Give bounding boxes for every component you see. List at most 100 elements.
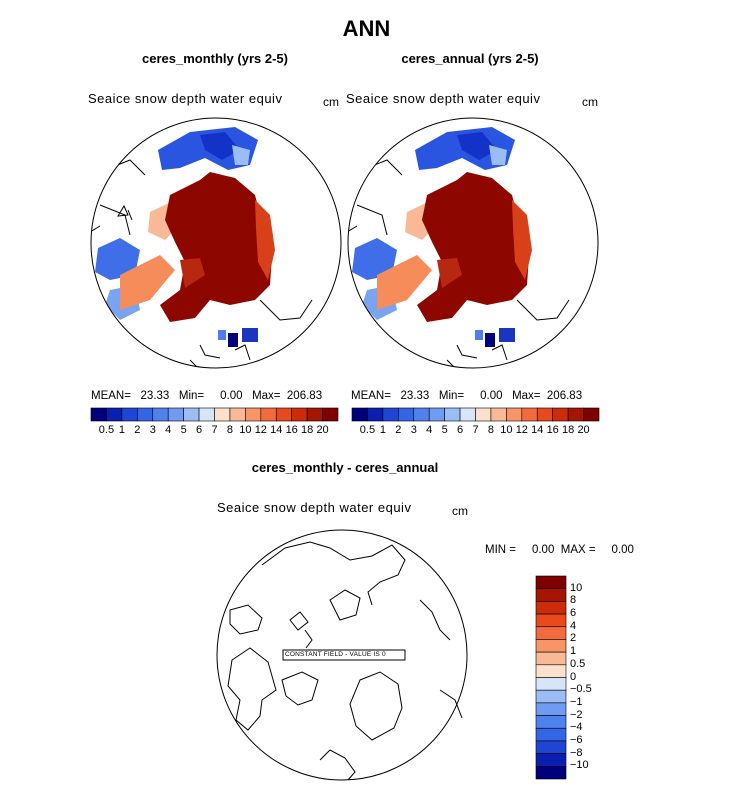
- colorbar-annual-tick-label: 12: [515, 424, 528, 436]
- colorbar-monthly-swatch: [322, 407, 339, 422]
- colorbar-difference-tick-label: 1: [570, 645, 577, 658]
- colorbar-monthly-swatch: [137, 407, 154, 422]
- colorbar-monthly-tick-label: 4: [165, 424, 172, 436]
- colorbar-monthly-tick-label: 2: [134, 424, 141, 436]
- map-border-annual: [347, 117, 599, 369]
- diff-stats: MIN = 0.00 MAX = 0.00: [485, 544, 634, 556]
- colorbar-annual-tick-label: 18: [562, 424, 575, 436]
- colorbar-monthly-tick-label: 20: [316, 424, 329, 436]
- colorbar-annual-swatch: [382, 407, 399, 422]
- colorbar-difference-tick-label: 10: [570, 581, 583, 594]
- diff-unit: cm: [452, 504, 468, 518]
- unit-monthly: cm: [323, 95, 339, 109]
- field-name-monthly: Seaice snow depth water equiv: [88, 91, 283, 106]
- unit-annual: cm: [582, 95, 598, 109]
- colorbar-monthly-swatch: [291, 407, 308, 422]
- colorbar-annual-tick-label: 4: [426, 424, 433, 436]
- map-monthly: [91, 127, 313, 368]
- colorbar-monthly-swatch: [183, 407, 200, 422]
- colorbar-monthly-swatch: [306, 407, 323, 422]
- stats-annual: MEAN= 23.33 Min= 0.00 Max= 206.83: [351, 390, 583, 402]
- constant-field-annotation: CONSTANT FIELD - VALUE IS 0: [285, 651, 386, 658]
- colorbar-annual-tick-label: 6: [457, 424, 464, 436]
- field-name-annual: Seaice snow depth water equiv: [346, 91, 541, 106]
- stats-monthly: MEAN= 23.33 Min= 0.00 Max= 206.83: [91, 390, 323, 402]
- colorbar-monthly-tick-label: 16: [285, 424, 298, 436]
- colorbar-annual-swatch: [398, 407, 415, 422]
- colorbar-difference-tick-label: −0.5: [570, 683, 592, 696]
- colorbar-annual-swatch: [351, 407, 368, 422]
- colorbar-annual-swatch: [536, 407, 553, 422]
- colorbar-annual-tick-label: 3: [410, 424, 417, 436]
- panel-title-monthly: ceres_monthly (yrs 2-5): [142, 51, 288, 66]
- colorbar-difference-swatch: [535, 639, 567, 653]
- main-title: ANN: [342, 16, 391, 41]
- map-annual: [348, 127, 570, 368]
- colorbar-annual-swatch: [459, 407, 476, 422]
- colorbar-annual-swatch: [428, 407, 445, 422]
- diff-field-name: Seaice snow depth water equiv: [217, 500, 412, 515]
- colorbar-difference-tick-label: −4: [570, 721, 583, 734]
- colorbar-monthly-tick-label: 18: [301, 424, 314, 436]
- colorbar-annual-tick-label: 0.5: [359, 424, 376, 436]
- colorbar-monthly-tick-label: 8: [226, 424, 233, 436]
- colorbar-annual-swatch: [552, 407, 569, 422]
- colorbar-difference-swatch: [535, 677, 567, 691]
- colorbar-annual-swatch: [413, 407, 430, 422]
- colorbar-difference-swatch: [535, 664, 567, 678]
- colorbar-monthly-tick-label: 7: [211, 424, 218, 436]
- colorbar-difference-tick-label: 0: [570, 670, 577, 683]
- colorbar-annual-swatch: [521, 407, 538, 422]
- colorbar-annual-swatch: [475, 407, 492, 422]
- colorbar-difference-tick-label: 6: [570, 607, 577, 620]
- colorbar-monthly-swatch: [167, 407, 184, 422]
- colorbar-annual-swatch: [583, 407, 600, 422]
- colorbar-monthly-tick-label: 6: [196, 424, 203, 436]
- colorbar-annual-swatch: [567, 407, 584, 422]
- colorbar-annual-tick-label: 14: [531, 424, 544, 436]
- colorbar-difference-swatch: [535, 651, 567, 666]
- diff-panel-title: ceres_monthly - ceres_annual: [251, 460, 439, 475]
- colorbar-difference-tick-label: 4: [570, 619, 577, 632]
- colorbar-difference-swatch: [535, 601, 567, 615]
- colorbar-annual-tick-label: 10: [500, 424, 513, 436]
- colorbar-monthly-swatch: [152, 407, 169, 422]
- colorbar-difference-swatch: [535, 613, 567, 628]
- colorbar-monthly-swatch: [275, 407, 292, 422]
- colorbar-difference-tick-label: 0.5: [570, 657, 586, 670]
- colorbar-annual-tick-label: 1: [379, 424, 386, 436]
- colorbar-monthly-swatch: [245, 407, 262, 422]
- colorbar-monthly-swatch: [198, 407, 215, 422]
- colorbar-difference-swatch: [535, 575, 567, 589]
- colorbar-annual-tick-label: 8: [487, 424, 494, 436]
- colorbar-annual-tick-label: 7: [472, 424, 479, 436]
- colorbar-difference-tick-label: −2: [570, 708, 583, 721]
- map-border-monthly: [90, 117, 342, 369]
- colorbar-difference-tick-label: 2: [570, 632, 577, 645]
- colorbar-monthly-swatch: [260, 407, 277, 422]
- colorbar-annual-tick-label: 20: [577, 424, 590, 436]
- colorbar-annual: [351, 407, 600, 422]
- colorbar-monthly-swatch: [90, 407, 107, 422]
- colorbar-monthly-tick-label: 14: [270, 424, 283, 436]
- colorbar-monthly: [90, 407, 339, 422]
- colorbar-difference-tick-label: −8: [570, 746, 583, 759]
- colorbar-difference-tick-label: −1: [570, 695, 583, 708]
- colorbar-monthly-tick-label: 1: [118, 424, 125, 436]
- colorbar-annual-swatch: [367, 407, 384, 422]
- colorbar-difference-swatch: [535, 740, 567, 754]
- colorbar-difference-swatch: [535, 689, 567, 704]
- colorbar-difference-swatch: [535, 626, 567, 640]
- colorbar-difference-swatch: [535, 766, 567, 780]
- colorbar-difference-tick-label: 8: [570, 594, 577, 607]
- colorbar-difference-swatch: [535, 753, 567, 767]
- colorbar-annual-tick-label: 2: [395, 424, 402, 436]
- colorbar-annual-swatch: [490, 407, 507, 422]
- colorbar-annual-tick-label: 5: [441, 424, 448, 436]
- colorbar-monthly-swatch: [106, 407, 123, 422]
- colorbar-difference-swatch: [535, 727, 567, 742]
- colorbar-monthly-tick-label: 10: [239, 424, 252, 436]
- colorbar-annual-swatch: [444, 407, 461, 422]
- map-difference: [216, 529, 468, 781]
